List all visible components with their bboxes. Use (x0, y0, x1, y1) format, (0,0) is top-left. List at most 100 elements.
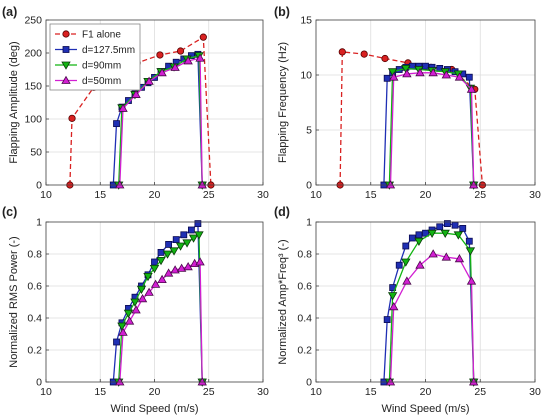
data-point-d127 (415, 231, 423, 239)
data-point-d50 (197, 180, 207, 189)
data-point-d50 (157, 274, 167, 284)
data-point-f1 (360, 50, 368, 58)
legend: F1 alone d=127.5mm d=90mm d=50mm (49, 23, 141, 91)
panel-a: 10 15 20 25 30 0 50 100 150 200 250 (a) Flapping Amp… (2, 5, 269, 201)
data-point-d127 (465, 73, 473, 81)
data-point-d50 (454, 253, 465, 263)
data-point-d50 (428, 249, 438, 258)
x-tick-label: 30 (257, 386, 269, 398)
data-point-d50 (441, 252, 451, 261)
data-point-d50 (454, 72, 465, 81)
y-tick-label: 200 (24, 48, 42, 60)
y-tick-label: 15 (300, 15, 312, 27)
y-tick-label: 0.8 (27, 249, 42, 261)
data-point-d90 (188, 234, 199, 243)
x-tick-label: 30 (529, 386, 541, 398)
data-point-d127 (395, 261, 403, 269)
data-point-d50 (150, 279, 161, 288)
y-tick-label: 0.8 (297, 249, 312, 261)
data-point-d90 (162, 250, 173, 259)
data-point-d50 (468, 377, 479, 386)
x-tick-label: 10 (40, 386, 52, 398)
series-d50 (385, 67, 479, 189)
data-point-d50 (415, 260, 425, 269)
data-point-d127 (180, 231, 188, 239)
data-point-d50 (157, 67, 167, 77)
data-point-d90 (194, 231, 204, 240)
data-point-d90 (401, 258, 411, 267)
panel-d: 10 15 20 25 30 0 0.2 0.4 0.6 0.8 1 (d) Normalized Am… (274, 205, 541, 415)
x-tick-label: 25 (474, 386, 486, 398)
x-tick-label: 25 (203, 386, 215, 398)
data-point-d50 (441, 70, 451, 79)
y-tick-label: 0.2 (27, 345, 42, 357)
x-tick-label: 20 (420, 386, 432, 398)
panel-label: (b) (274, 5, 290, 19)
data-point-d90 (123, 309, 134, 319)
x-tick-label: 20 (149, 386, 161, 398)
data-point-d90 (453, 231, 464, 240)
data-point-d90 (149, 264, 160, 274)
data-point-d50 (389, 72, 399, 81)
data-point-d50 (385, 377, 396, 386)
data-point-d90 (175, 242, 186, 251)
data-point-d50 (144, 287, 154, 296)
data-point-d90 (465, 247, 476, 256)
data-point-f1 (338, 48, 346, 56)
data-point-d127 (383, 316, 391, 324)
data-point-d127 (194, 220, 202, 228)
y-tick-label: 150 (24, 81, 42, 93)
data-point-d127 (465, 237, 473, 245)
x-tick-label: 15 (94, 386, 106, 398)
data-point-d90 (169, 247, 179, 256)
data-point-d90 (143, 272, 153, 282)
data-point-d50 (170, 265, 180, 274)
data-point-d90 (401, 65, 411, 74)
data-point-d50 (137, 293, 148, 303)
y-tick-label: 0 (36, 180, 42, 192)
y-tick-label: 0.6 (27, 281, 42, 293)
data-point-f1 (199, 33, 207, 41)
legend-marker-d50 (61, 75, 71, 84)
x-tick-label: 10 (310, 189, 322, 201)
data-point-d50 (170, 62, 180, 71)
data-point-d50 (466, 84, 477, 93)
x-axis-label: Wind Speed (m/s) (381, 403, 469, 415)
data-point-d50 (389, 301, 399, 311)
y-tick-label: 0 (306, 180, 312, 192)
data-point-d127 (451, 221, 459, 229)
data-point-d50 (131, 89, 141, 98)
y-tick-label: 5 (306, 125, 312, 137)
y-tick-label: 0.4 (27, 313, 42, 325)
y-tick-label: 0.2 (297, 345, 312, 357)
panel-label: (c) (2, 205, 17, 219)
x-tick-label: 15 (365, 386, 377, 398)
data-point-d127 (459, 224, 467, 232)
data-point-d127 (113, 338, 120, 346)
y-tick-label: 50 (30, 147, 42, 159)
data-point-d127 (443, 220, 451, 228)
data-point-d50 (163, 268, 174, 277)
data-point-d90 (387, 68, 398, 77)
x-tick-label: 30 (529, 189, 541, 201)
data-point-d127 (436, 223, 444, 231)
data-point-d90 (156, 256, 166, 266)
data-point-d50 (183, 56, 193, 65)
data-point-d50 (428, 67, 438, 77)
data-point-d127 (187, 226, 195, 234)
data-point-d50 (466, 276, 477, 285)
x-tick-label: 30 (257, 189, 269, 201)
data-point-f1 (68, 114, 76, 122)
data-point-f1 (381, 54, 389, 63)
data-point-d90 (117, 322, 127, 331)
data-point-f1 (176, 47, 185, 55)
data-point-d50 (118, 327, 128, 336)
y-tick-label: 250 (24, 15, 42, 27)
series-d50 (385, 249, 479, 386)
data-point-d127 (383, 74, 391, 82)
data-point-d90 (387, 292, 398, 301)
y-axis-label: Normalized RMS Power (-) (8, 236, 20, 367)
x-tick-label: 10 (40, 189, 52, 201)
y-tick-label: 0.6 (297, 281, 312, 293)
series-d50 (115, 257, 207, 386)
